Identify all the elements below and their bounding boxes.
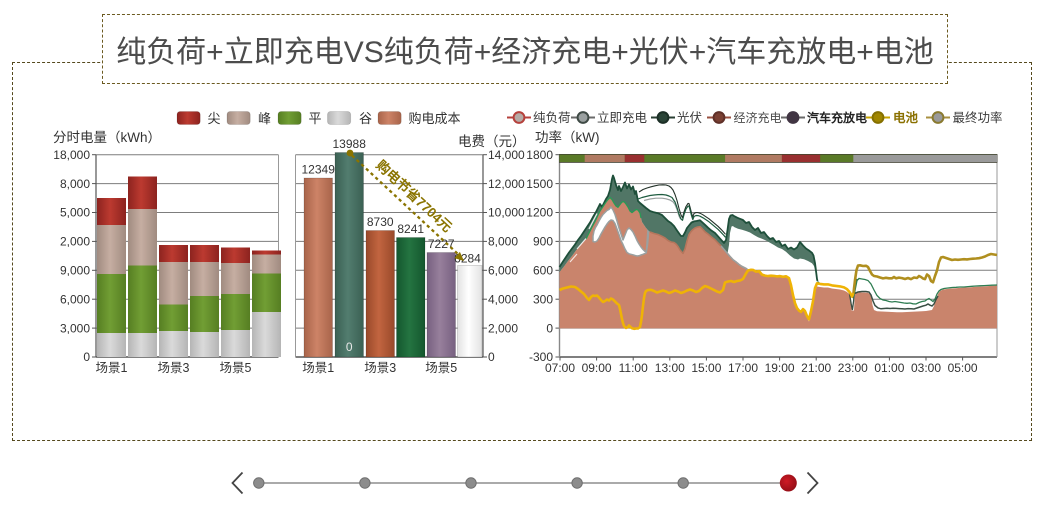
svg-text:0: 0 <box>346 340 353 354</box>
svg-text:纯负荷: 纯负荷 <box>533 111 571 125</box>
svg-text:9,000: 9,000 <box>60 264 90 278</box>
svg-text:600: 600 <box>533 264 553 278</box>
svg-text:03:00: 03:00 <box>911 361 941 375</box>
svg-text:汽车充放电: 汽车充放电 <box>807 110 867 125</box>
svg-text:分时电量（kWh）: 分时电量（kWh） <box>53 130 161 145</box>
svg-text:8,000: 8,000 <box>488 235 518 249</box>
svg-text:10,000: 10,000 <box>488 206 525 220</box>
svg-text:-300: -300 <box>529 350 553 364</box>
svg-text:13988: 13988 <box>333 137 367 151</box>
svg-text:场景5: 场景5 <box>220 361 252 375</box>
svg-text:15:00: 15:00 <box>691 361 721 375</box>
svg-text:1500: 1500 <box>526 177 553 191</box>
svg-text:场景3: 场景3 <box>364 361 396 375</box>
svg-text:场景1: 场景1 <box>302 361 334 375</box>
svg-text:12349: 12349 <box>302 163 336 177</box>
svg-text:13:00: 13:00 <box>655 361 685 375</box>
svg-text:2,000: 2,000 <box>60 235 90 249</box>
svg-text:7227: 7227 <box>428 237 455 251</box>
svg-text:300: 300 <box>533 292 553 306</box>
svg-text:23:00: 23:00 <box>838 361 868 375</box>
svg-text:09:00: 09:00 <box>582 361 612 375</box>
svg-text:6,000: 6,000 <box>488 264 518 278</box>
svg-text:05:00: 05:00 <box>948 361 978 375</box>
svg-text:尖: 尖 <box>208 111 221 126</box>
svg-text:谷: 谷 <box>359 111 372 126</box>
svg-text:经济充电: 经济充电 <box>734 110 782 125</box>
svg-text:场景1: 场景1 <box>96 361 128 375</box>
svg-text:6,000: 6,000 <box>60 292 90 306</box>
svg-text:购电成本: 购电成本 <box>409 111 461 126</box>
svg-text:2,000: 2,000 <box>488 321 518 335</box>
svg-text:1200: 1200 <box>526 206 553 220</box>
svg-text:8,000: 8,000 <box>60 177 90 191</box>
svg-text:900: 900 <box>533 235 553 249</box>
svg-text:1800: 1800 <box>526 148 553 162</box>
svg-text:21:00: 21:00 <box>801 361 831 375</box>
svg-text:14,000: 14,000 <box>488 148 525 162</box>
svg-text:11:00: 11:00 <box>619 361 648 375</box>
svg-text:0: 0 <box>83 350 90 364</box>
svg-text:12,000: 12,000 <box>488 177 525 191</box>
svg-text:场景5: 场景5 <box>425 361 457 375</box>
svg-text:19:00: 19:00 <box>765 361 795 375</box>
svg-text:5,000: 5,000 <box>60 206 90 220</box>
svg-text:立即充电: 立即充电 <box>597 110 648 125</box>
svg-text:07:00: 07:00 <box>545 361 575 375</box>
svg-text:平: 平 <box>309 111 322 126</box>
svg-text:01:00: 01:00 <box>874 361 904 375</box>
svg-text:场景3: 场景3 <box>158 361 190 375</box>
svg-text:峰: 峰 <box>258 111 271 126</box>
svg-text:0: 0 <box>488 350 495 364</box>
svg-text:8730: 8730 <box>367 215 394 229</box>
svg-text:电池: 电池 <box>893 110 919 125</box>
svg-text:0: 0 <box>546 321 553 335</box>
svg-text:4,000: 4,000 <box>488 292 518 306</box>
svg-text:3,000: 3,000 <box>60 321 90 335</box>
svg-text:17:00: 17:00 <box>728 361 758 375</box>
svg-text:18,000: 18,000 <box>53 148 90 162</box>
svg-text:光伏: 光伏 <box>677 111 703 125</box>
svg-text:最终功率: 最终功率 <box>953 110 1003 125</box>
svg-text:功率（kW): 功率（kW) <box>535 129 600 145</box>
svg-text:电费（元）: 电费（元） <box>458 134 526 149</box>
svg-text:8241: 8241 <box>397 222 424 236</box>
